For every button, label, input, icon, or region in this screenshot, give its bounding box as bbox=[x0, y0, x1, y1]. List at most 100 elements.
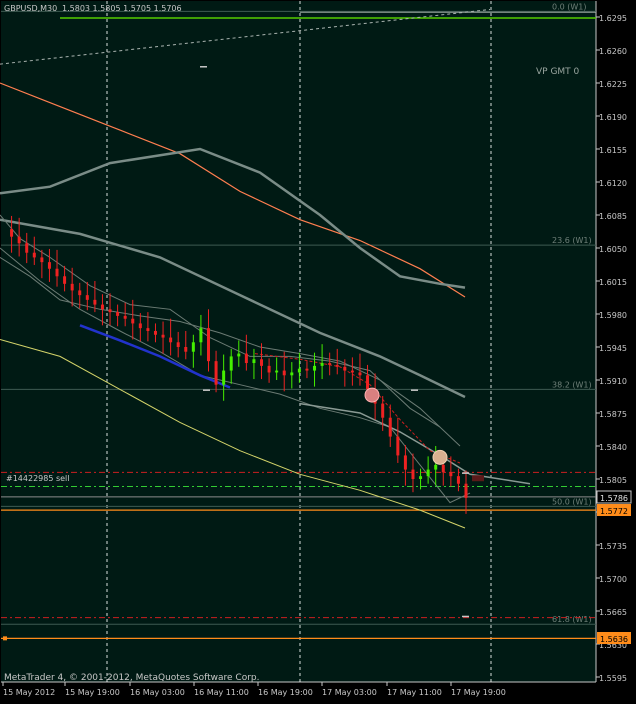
fib-level-label: 0.0 (W1) bbox=[552, 2, 587, 11]
time-tick-label: 16 May 11:00 bbox=[194, 688, 249, 697]
candle-body bbox=[199, 328, 203, 343]
yellow-ma-line bbox=[0, 339, 466, 529]
order-label[interactable]: #14422985 sell bbox=[6, 474, 70, 483]
price-tick-label: 1.6225 bbox=[599, 80, 627, 89]
candle-body bbox=[381, 403, 385, 418]
time-tick-label: 15 May 2012 bbox=[3, 688, 55, 697]
price-tick-label: 1.5735 bbox=[599, 542, 627, 551]
candle-body bbox=[191, 342, 195, 352]
ohlc-readout: 1.5803 1.5805 1.5705 1.5706 bbox=[62, 4, 182, 13]
red-dashed-projection bbox=[254, 353, 461, 464]
candle-body bbox=[10, 229, 14, 237]
dash-mark bbox=[200, 66, 207, 68]
candle-body bbox=[335, 364, 339, 367]
candle-body bbox=[85, 295, 89, 300]
price-tag-bottom: 1.5636 bbox=[597, 632, 631, 644]
candle-body bbox=[214, 361, 218, 385]
bollinger-lower-line bbox=[0, 247, 471, 504]
candle-body bbox=[146, 328, 150, 331]
bollinger-mid-line bbox=[0, 214, 441, 428]
price-axis: 1.6295 1.6260 1.6225 1.6190 1.6155 1.6120 1.60… bbox=[596, 14, 627, 683]
candle-body bbox=[328, 363, 332, 365]
price-tag-current-box bbox=[596, 490, 632, 504]
candle-body bbox=[260, 359, 264, 366]
price-tag-orange-text: 1.5772 bbox=[600, 507, 628, 516]
candle-body bbox=[184, 347, 188, 352]
candle-body bbox=[305, 368, 309, 371]
candle-body bbox=[63, 276, 67, 284]
price-tick-label: 1.5665 bbox=[599, 608, 627, 617]
candle-body bbox=[169, 337, 173, 343]
price-tick-label: 1.6190 bbox=[599, 113, 627, 122]
candle-body bbox=[206, 328, 210, 362]
candle-body bbox=[131, 318, 135, 324]
candles bbox=[10, 215, 468, 514]
time-tick-label: 17 May 19:00 bbox=[451, 688, 506, 697]
candle-body bbox=[229, 356, 233, 371]
time-axis: 15 May 2012 15 May 19:00 16 May 03:00 16 Ma… bbox=[2, 682, 506, 697]
slate-ma-lower-line bbox=[0, 218, 466, 399]
fib-level-label: 38.2 (W1) bbox=[552, 380, 592, 389]
candle-body bbox=[116, 312, 120, 316]
price-tick-label: 1.6085 bbox=[599, 212, 627, 221]
price-tick-label: 1.5595 bbox=[599, 674, 627, 683]
copyright-footer: MetaTrader 4, © 2001-2012, MetaQuotes So… bbox=[4, 673, 260, 683]
price-tick-label: 1.5700 bbox=[599, 575, 627, 584]
close-marker-icon[interactable] bbox=[432, 449, 448, 465]
price-tick-label: 1.5980 bbox=[599, 311, 627, 320]
price-tag-orange: 1.5772 bbox=[597, 504, 631, 516]
price-tick-label: 1.6015 bbox=[599, 278, 627, 287]
candle-body bbox=[123, 315, 127, 319]
candle-body bbox=[456, 476, 460, 484]
bottom-level-anchor bbox=[3, 636, 7, 641]
blue-segment-line bbox=[79, 324, 231, 389]
candle-body bbox=[275, 370, 279, 373]
plot-area[interactable] bbox=[1, 1, 596, 682]
candle-body bbox=[396, 436, 400, 456]
time-tick-label: 17 May 03:00 bbox=[322, 688, 377, 697]
price-tag-bottom-text: 1.5636 bbox=[600, 635, 628, 644]
candle-body bbox=[267, 365, 271, 373]
candle-body bbox=[358, 372, 362, 376]
dashed-trend-line bbox=[0, 8, 491, 65]
candle-body bbox=[222, 370, 226, 385]
candle-body bbox=[108, 309, 112, 313]
candle-body bbox=[350, 370, 354, 373]
dash-mark bbox=[462, 615, 469, 618]
candle-body bbox=[411, 469, 415, 479]
candle-body bbox=[70, 283, 74, 291]
candle-body bbox=[290, 372, 294, 376]
price-tag-current-text: 1.5786 bbox=[600, 494, 628, 503]
time-tick-label: 17 May 11:00 bbox=[387, 688, 442, 697]
indicator-lines bbox=[0, 82, 531, 529]
candle-body bbox=[93, 299, 97, 305]
price-tag-current: 1.5786 bbox=[596, 490, 632, 504]
candle-body bbox=[237, 353, 241, 357]
price-tick-label: 1.6120 bbox=[599, 179, 627, 188]
candle-body bbox=[161, 334, 165, 338]
dash-mark bbox=[203, 389, 210, 391]
fibonacci-levels: 0.0 (W1) 23.6 (W1) 38.2 (W1) 50.0 (W1) 61.8 … bbox=[0, 2, 596, 641]
candle-body bbox=[78, 290, 82, 296]
price-tick-label: 1.5805 bbox=[599, 476, 627, 485]
dash-mark bbox=[462, 472, 469, 474]
candle-body bbox=[55, 268, 59, 277]
salmon-ma-line bbox=[0, 82, 466, 298]
time-tick-label: 15 May 19:00 bbox=[65, 688, 120, 697]
candle-body bbox=[100, 304, 104, 310]
symbol-header: GBPUSD,M30 bbox=[4, 4, 57, 13]
candle-body bbox=[434, 464, 438, 470]
sell-marker-icon[interactable] bbox=[364, 387, 380, 403]
price-tick-label: 1.6155 bbox=[599, 146, 627, 155]
price-tick-label: 1.5630 bbox=[599, 641, 627, 650]
candle-body bbox=[343, 366, 347, 371]
price-tick-label: 1.5875 bbox=[599, 410, 627, 419]
fib-level-label: 61.8 (W1) bbox=[552, 615, 592, 624]
candle-body bbox=[297, 368, 301, 373]
candle-body bbox=[419, 476, 423, 479]
price-tick-label: 1.6260 bbox=[599, 47, 627, 56]
candle-body bbox=[426, 469, 430, 477]
candle-body bbox=[403, 455, 407, 470]
